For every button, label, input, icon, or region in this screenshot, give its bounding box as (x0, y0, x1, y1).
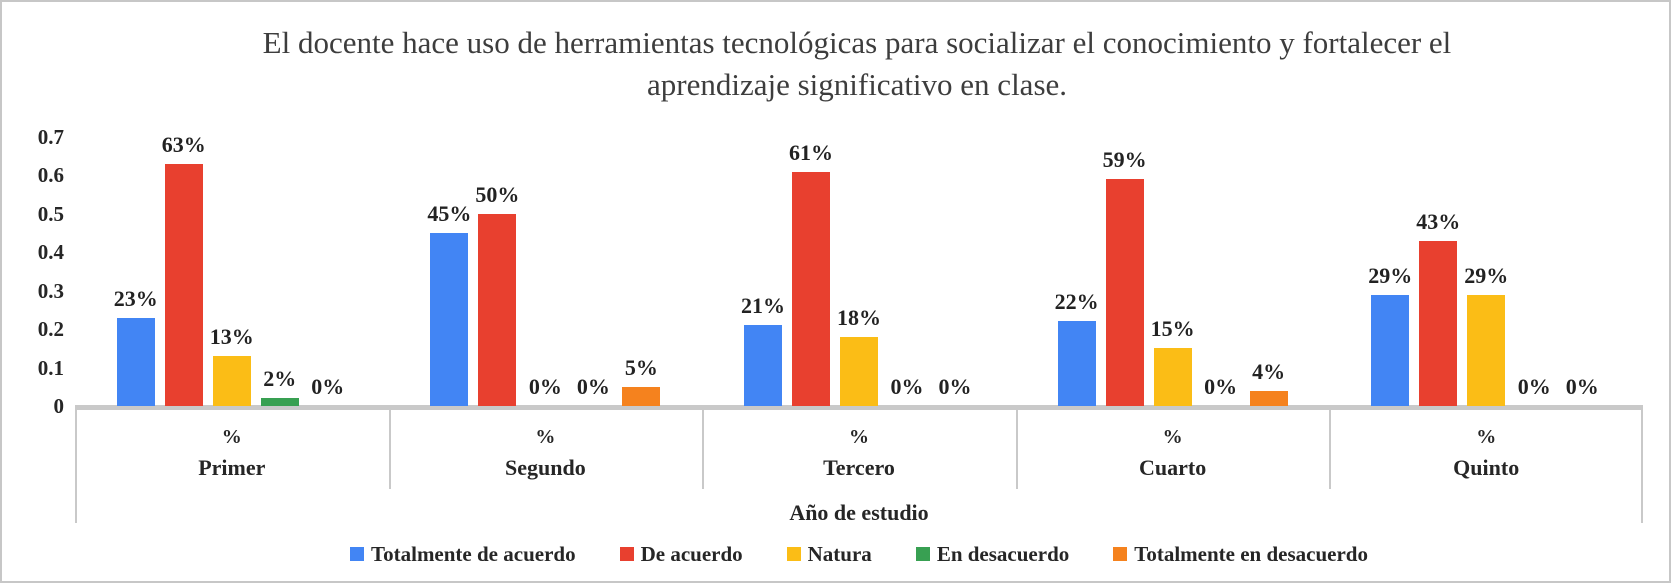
category-bracket-tick (1015, 410, 1018, 489)
category-bracket-tick (702, 410, 705, 489)
bar-value-label: 4% (1252, 359, 1286, 384)
bar-value-label: 5% (624, 355, 658, 380)
bar-value-label: 0% (311, 374, 345, 399)
bar-value-label: 61% (789, 140, 833, 165)
y-axis-tick-label: 0.1 (37, 355, 64, 380)
bar-value-label: 63% (161, 132, 206, 157)
bar (116, 318, 155, 406)
y-axis-tick-label: 0.2 (37, 317, 64, 342)
bar-value-label: 0% (1517, 374, 1551, 399)
bar (792, 172, 830, 406)
bar-value-label: 43% (1416, 209, 1461, 234)
y-axis-tick-label: 0.6 (37, 163, 64, 188)
bar-value-label: 50% (475, 182, 520, 207)
bar (1419, 241, 1458, 406)
legend-label: En desacuerdo (936, 541, 1070, 566)
bar (622, 387, 661, 406)
bar-value-label: 59% (1102, 147, 1147, 172)
bar-value-label: 0% (528, 374, 562, 399)
y-axis-tick-label: 0 (53, 394, 65, 418)
legend: Totalmente de acuerdo De acuerdo Natura En … (75, 539, 1643, 569)
bar (744, 325, 782, 406)
bar (1371, 295, 1410, 406)
bar-value-label: 0% (1565, 374, 1599, 399)
bar (1153, 348, 1192, 406)
legend-swatch-icon (1113, 547, 1128, 561)
legend-swatch-icon (786, 547, 801, 561)
bar (212, 356, 251, 406)
category-label: Cuarto (1138, 455, 1207, 480)
y-axis-tick-label: 0.3 (37, 278, 64, 303)
category-bracket-tick (1329, 410, 1332, 489)
bar (478, 214, 517, 406)
legend-label: Totalmente en desacuerdo (1134, 541, 1368, 566)
category-label: Tercero (823, 455, 895, 480)
y-axis-tick-label: 0.4 (37, 240, 64, 265)
bar (1249, 391, 1288, 406)
category-label: Segundo (505, 455, 586, 480)
bar-value-label: 23% (113, 286, 158, 311)
x-axis-line (75, 405, 1643, 410)
legend-swatch-icon (350, 547, 365, 561)
x-axis-title: Año de estudio (789, 500, 929, 525)
bar (430, 233, 469, 406)
bar (260, 398, 299, 406)
bar (840, 337, 878, 406)
bar-value-label: 0% (938, 374, 972, 399)
bar (1057, 321, 1096, 406)
bar-value-label: 0% (890, 374, 924, 399)
bar-value-label: 29% (1368, 263, 1413, 288)
category-label: Primer (198, 455, 266, 480)
legend-label: Natura (807, 541, 872, 566)
bar-value-label: 29% (1464, 263, 1509, 288)
y-axis-tick-label: 0.7 (37, 124, 64, 149)
chart-title: El docente hace uso de herramientas tecn… (262, 25, 1452, 102)
y-axis-tick-label: 0.5 (37, 201, 64, 226)
category-sub-label: % (1162, 426, 1183, 448)
bar (164, 164, 203, 406)
bar (1105, 179, 1144, 406)
legend-item: Totalmente de acuerdo (350, 542, 576, 567)
category-bracket-tick (388, 410, 391, 489)
category-sub-label: % (221, 426, 242, 448)
category-sub-label: % (1476, 426, 1497, 448)
bar-value-label: 2% (263, 366, 297, 391)
bar-value-label: 45% (427, 201, 472, 226)
bar-value-label: 18% (837, 305, 881, 330)
legend-swatch-icon (619, 547, 634, 561)
legend-swatch-icon (915, 547, 930, 561)
legend-item: En desacuerdo (915, 541, 1070, 567)
legend-label: De acuerdo (640, 541, 743, 566)
bar-value-label: 22% (1054, 289, 1099, 314)
category-sub-label: % (848, 426, 869, 448)
bar-value-label: 0% (576, 374, 610, 399)
legend-item: Totalmente en desacuerdo (1113, 542, 1368, 567)
bar-value-label: 13% (209, 324, 254, 349)
category-sub-label: % (535, 426, 556, 448)
bar-value-label: 0% (1204, 374, 1238, 399)
legend-label: Totalmente de acuerdo (371, 541, 576, 566)
category-bracket-tick (75, 410, 77, 523)
category-label: Quinto (1453, 455, 1520, 480)
category-bracket-tick (1641, 410, 1643, 523)
legend-item: Natura (786, 541, 872, 567)
legend-item: De acuerdo (619, 541, 743, 567)
bar (1467, 295, 1506, 406)
bar-value-label: 21% (741, 293, 785, 318)
bar-value-label: 15% (1150, 316, 1195, 341)
